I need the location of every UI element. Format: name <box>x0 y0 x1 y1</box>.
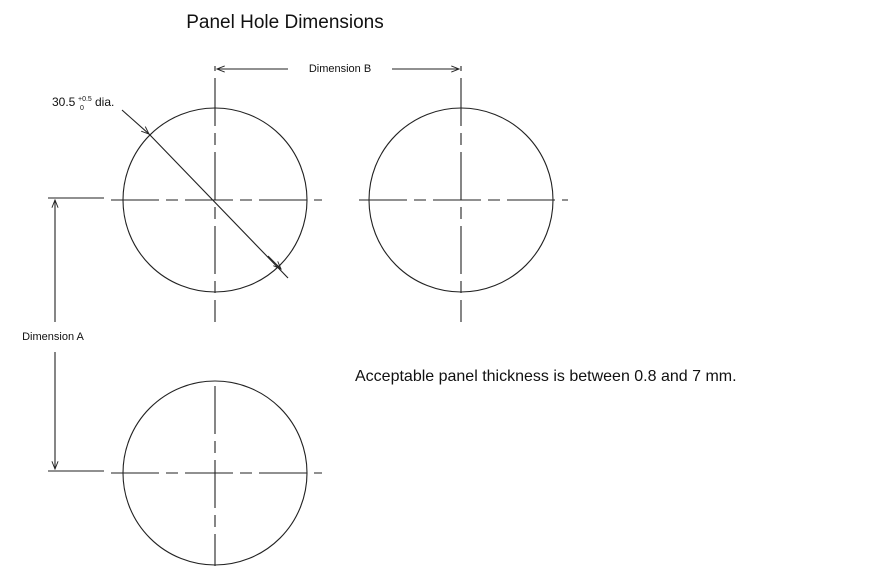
diameter-line <box>148 133 289 279</box>
hole-diameter: 30.5 <box>52 95 76 109</box>
leader-line <box>121 109 149 134</box>
title: Panel Hole Dimensions <box>186 12 384 33</box>
diameter-arrow <box>267 255 281 269</box>
lower-tolerance: 0 <box>80 105 84 112</box>
hole-label: 30.5 +0.5 0 dia. <box>52 91 114 114</box>
upper-tolerance: +0.5 <box>78 96 92 103</box>
note: Acceptable panel thickness is between 0.… <box>355 368 737 385</box>
hole-suffix: dia. <box>95 95 114 109</box>
dimension-a-label: Dimension A <box>22 331 84 343</box>
dimension-b-label: Dimension B <box>309 63 371 75</box>
